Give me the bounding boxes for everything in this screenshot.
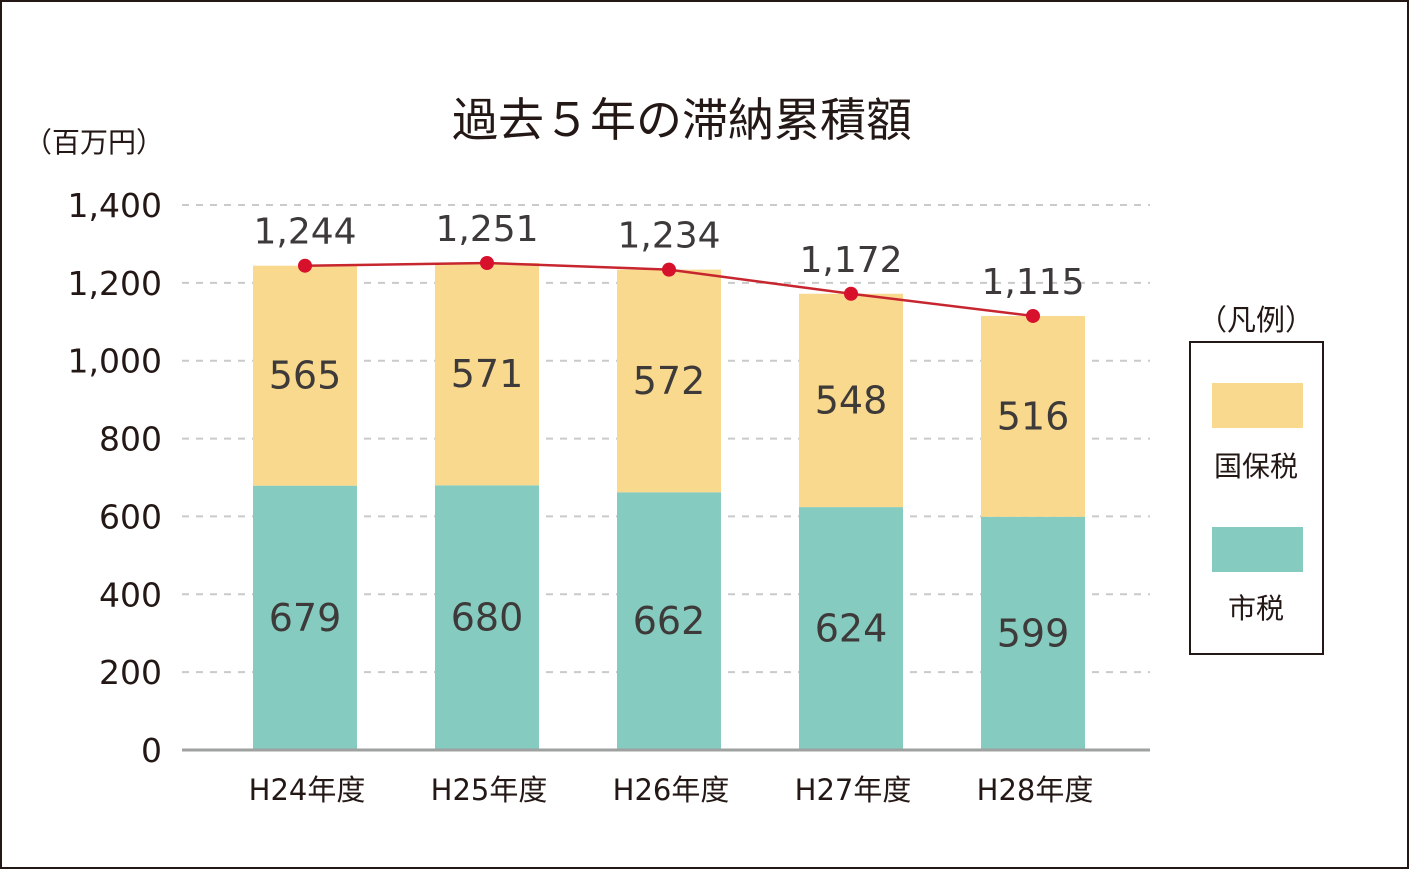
x-tick-label: H27年度 [795, 773, 912, 807]
y-tick-label: 600 [99, 497, 162, 536]
total-marker [1026, 308, 1040, 323]
legend-label-kokuho: 国保税 [1214, 450, 1298, 483]
total-value-label: 1,234 [617, 216, 720, 257]
legend: （凡例） 国保税 市税 [1189, 303, 1324, 655]
total-value-label: 1,172 [799, 240, 902, 281]
bar-segment-shizei [617, 492, 721, 750]
segment-value-label: 572 [633, 359, 706, 403]
bar-segment-kokuho [799, 293, 903, 508]
total-marker [480, 256, 494, 271]
legend-label-shizei: 市税 [1228, 592, 1284, 625]
legend-swatch-shizei [1212, 527, 1303, 572]
segment-value-label: 679 [269, 596, 342, 640]
segment-value-label: 624 [815, 607, 888, 651]
x-tick-label: H25年度 [431, 773, 548, 807]
legend-title: （凡例） [1198, 303, 1314, 337]
bar-segment-kokuho [981, 315, 1085, 517]
x-tick-label: H28年度 [977, 773, 1094, 807]
bar-segment-shizei [253, 485, 357, 750]
y-tick-label: 0 [141, 731, 162, 770]
total-value-label: 1,115 [981, 262, 1084, 303]
x-tick-label: H24年度 [249, 773, 366, 807]
y-axis-ticks: 0 200 400 600 800 1,000 1,200 1,400 [68, 186, 162, 770]
total-marker [298, 258, 312, 273]
segment-value-label: 571 [451, 352, 524, 396]
x-tick-label: H26年度 [613, 773, 730, 807]
segment-value-label: 565 [269, 354, 342, 398]
segment-value-label: 548 [815, 378, 888, 422]
segment-value-label: 599 [997, 611, 1070, 655]
y-tick-label: 800 [99, 420, 162, 459]
bar-segment-shizei [799, 507, 903, 750]
x-axis-ticks: H24年度 H25年度 H26年度 H27年度 H28年度 [249, 773, 1094, 807]
bar-segment-kokuho [253, 265, 357, 486]
y-tick-label: 1,400 [68, 186, 162, 225]
segment-value-label: 680 [451, 596, 524, 640]
y-tick-label: 400 [99, 575, 162, 614]
total-line: 1,244 1,251 1,234 1,172 1,115 [253, 209, 1085, 323]
segment-labels: 679 565 680 571 662 572 624 548 599 516 [269, 352, 1070, 655]
bars [253, 263, 1085, 750]
bar-segment-shizei [981, 516, 1085, 750]
y-tick-label: 200 [99, 653, 162, 692]
legend-swatch-kokuho [1212, 383, 1303, 428]
bar-segment-kokuho [617, 269, 721, 493]
chart-title: 過去５年の滞納累積額 [452, 93, 912, 147]
total-value-label: 1,251 [435, 209, 538, 250]
bar-segment-shizei [435, 485, 539, 750]
bar-segment-kokuho [435, 263, 539, 486]
total-marker [844, 286, 858, 301]
segment-value-label: 662 [633, 599, 706, 643]
total-marker [662, 262, 676, 277]
legend-box [1189, 341, 1324, 655]
total-value-label: 1,244 [253, 212, 356, 253]
segment-value-label: 516 [997, 394, 1070, 438]
y-tick-label: 1,000 [68, 342, 162, 381]
y-tick-label: 1,200 [68, 264, 162, 303]
y-unit-label: （百万円） [24, 126, 164, 159]
